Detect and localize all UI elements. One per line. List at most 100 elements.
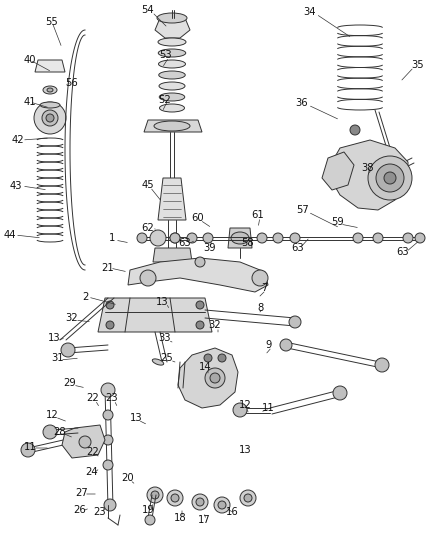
Text: 11: 11 [261, 403, 274, 413]
Circle shape [34, 102, 66, 134]
Circle shape [210, 373, 220, 383]
Circle shape [353, 233, 363, 243]
Text: 24: 24 [86, 467, 98, 477]
Text: 9: 9 [266, 340, 272, 350]
Text: 63: 63 [397, 247, 410, 257]
Text: 25: 25 [161, 353, 173, 363]
Text: 43: 43 [10, 181, 22, 191]
Circle shape [203, 233, 213, 243]
Text: 63: 63 [292, 243, 304, 253]
Text: 31: 31 [52, 353, 64, 363]
Text: 16: 16 [226, 507, 238, 517]
Text: 45: 45 [141, 180, 154, 190]
Circle shape [153, 233, 163, 243]
Polygon shape [155, 18, 190, 38]
Circle shape [104, 499, 116, 511]
Text: 32: 32 [66, 313, 78, 323]
Polygon shape [128, 258, 268, 292]
Circle shape [333, 386, 347, 400]
Circle shape [140, 270, 156, 286]
Text: 40: 40 [24, 55, 36, 65]
Text: 38: 38 [362, 163, 374, 173]
Polygon shape [158, 178, 186, 220]
Circle shape [147, 487, 163, 503]
Circle shape [61, 343, 75, 357]
Circle shape [196, 498, 204, 506]
Text: 22: 22 [87, 447, 99, 457]
Circle shape [218, 501, 226, 509]
Text: 1: 1 [109, 233, 115, 243]
Text: 23: 23 [94, 507, 106, 517]
Circle shape [196, 321, 204, 329]
Circle shape [350, 125, 360, 135]
Circle shape [106, 301, 114, 309]
Text: 26: 26 [74, 505, 86, 515]
Circle shape [204, 354, 212, 362]
Text: 36: 36 [296, 98, 308, 108]
Ellipse shape [154, 121, 190, 131]
Text: 12: 12 [239, 400, 251, 410]
Text: 17: 17 [198, 515, 210, 525]
Circle shape [101, 383, 115, 397]
Circle shape [43, 425, 57, 439]
Text: 23: 23 [106, 393, 118, 403]
Circle shape [21, 443, 35, 457]
Ellipse shape [40, 102, 60, 108]
Ellipse shape [158, 49, 186, 57]
Text: 28: 28 [54, 427, 66, 437]
Text: 13: 13 [48, 333, 60, 343]
Circle shape [289, 316, 301, 328]
Ellipse shape [157, 13, 187, 23]
Ellipse shape [159, 104, 184, 112]
Text: 44: 44 [4, 230, 16, 240]
Circle shape [290, 233, 300, 243]
Circle shape [233, 403, 247, 417]
Text: 55: 55 [46, 17, 58, 27]
Circle shape [280, 339, 292, 351]
Circle shape [368, 156, 412, 200]
Circle shape [103, 410, 113, 420]
Text: 13: 13 [155, 297, 168, 307]
Circle shape [167, 490, 183, 506]
Circle shape [151, 491, 159, 499]
Polygon shape [62, 425, 105, 458]
Circle shape [137, 233, 147, 243]
Text: 60: 60 [192, 213, 204, 223]
Text: 27: 27 [76, 488, 88, 498]
Text: 14: 14 [199, 362, 211, 372]
Circle shape [170, 233, 180, 243]
Circle shape [373, 233, 383, 243]
Text: 54: 54 [141, 5, 154, 15]
Circle shape [46, 114, 54, 122]
Text: 13: 13 [239, 445, 251, 455]
Polygon shape [322, 152, 354, 190]
Ellipse shape [158, 38, 186, 46]
Text: 8: 8 [258, 303, 264, 313]
Circle shape [103, 460, 113, 470]
Circle shape [375, 358, 389, 372]
Circle shape [79, 436, 91, 448]
Text: 35: 35 [412, 60, 424, 70]
Polygon shape [330, 140, 408, 210]
Ellipse shape [152, 359, 164, 365]
Circle shape [192, 494, 208, 510]
Circle shape [205, 368, 225, 388]
Text: 20: 20 [122, 473, 134, 483]
Text: 59: 59 [332, 217, 344, 227]
Text: 42: 42 [12, 135, 25, 145]
Text: 62: 62 [141, 223, 154, 233]
Text: 52: 52 [159, 95, 171, 105]
Text: 61: 61 [251, 210, 265, 220]
Circle shape [42, 110, 58, 126]
Text: 56: 56 [66, 78, 78, 88]
Text: 63: 63 [179, 238, 191, 248]
Text: 13: 13 [130, 413, 142, 423]
Circle shape [376, 164, 404, 192]
Circle shape [218, 354, 226, 362]
Circle shape [196, 301, 204, 309]
Text: 53: 53 [159, 50, 171, 60]
Circle shape [195, 257, 205, 267]
Circle shape [403, 233, 413, 243]
Circle shape [240, 490, 256, 506]
Ellipse shape [47, 88, 53, 92]
